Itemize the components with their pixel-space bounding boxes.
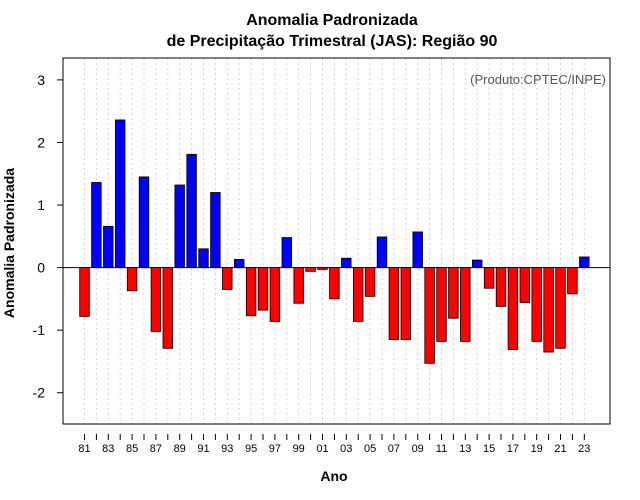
x-axis-label: Ano — [320, 468, 347, 484]
bar-04 — [352, 267, 364, 322]
chart-subtitle: de Precipitação Trimestral (JAS): Região… — [167, 33, 498, 50]
bar-13 — [460, 267, 471, 342]
bar-05 — [364, 267, 376, 297]
bar-95 — [245, 267, 257, 317]
bar-01 — [317, 267, 328, 270]
bar-12 — [448, 267, 459, 319]
y-tick-label: -2 — [33, 385, 46, 401]
y-tick-label: 3 — [37, 72, 45, 88]
x-tick-label: 81 — [78, 443, 90, 455]
bar-18 — [519, 267, 531, 304]
bar-19 — [531, 267, 542, 342]
bar-22 — [567, 267, 578, 295]
bar-88 — [162, 267, 174, 349]
bar-96 — [257, 267, 269, 311]
x-tick-label: 91 — [197, 443, 209, 455]
bar-81 — [79, 267, 90, 317]
bar-09 — [412, 231, 423, 268]
x-tick-label: 89 — [174, 443, 186, 455]
bar-06 — [376, 236, 388, 268]
bar-94 — [233, 259, 245, 268]
bar-07 — [388, 267, 400, 340]
bars — [79, 119, 590, 364]
chart-title: Anomalia Padronizada — [246, 12, 418, 29]
bar-97 — [269, 267, 281, 322]
bar-98 — [281, 237, 293, 268]
y-tick-label: -1 — [33, 322, 46, 338]
bar-23 — [579, 256, 590, 268]
x-tick-label: 15 — [483, 443, 495, 455]
bar-15 — [483, 267, 495, 289]
bar-16 — [495, 267, 507, 307]
x-tick-label: 85 — [126, 443, 138, 455]
bar-21 — [555, 267, 566, 349]
x-tick-label: 01 — [316, 443, 328, 455]
x-tick-label: 17 — [507, 443, 519, 455]
y-axis: -2 -1 0 1 2 3 — [33, 72, 63, 401]
x-tick-label: 09 — [412, 443, 424, 455]
x-tick-label: 95 — [245, 443, 257, 455]
x-tick-label: 23 — [578, 443, 590, 455]
x-tick-label: 13 — [459, 443, 471, 455]
x-axis: 81 83 85 87 89 91 93 95 97 99 01 03 05 07 09 11 13 15 17 19… — [78, 434, 590, 455]
bar-17 — [507, 267, 519, 350]
bar-82 — [91, 182, 102, 268]
y-axis-label: Anomalia Padronizada — [1, 168, 17, 318]
bar-03 — [341, 257, 352, 268]
bar-08 — [400, 267, 412, 340]
x-tick-label: 05 — [364, 443, 376, 455]
bar-86 — [138, 176, 150, 268]
y-tick-label: 0 — [37, 260, 45, 276]
bar-14 — [471, 259, 483, 268]
x-tick-label: 87 — [150, 443, 162, 455]
bar-85 — [126, 267, 138, 292]
x-tick-label: 07 — [388, 443, 400, 455]
bar-84 — [115, 119, 126, 268]
bar-91 — [198, 248, 209, 268]
y-tick-label: 1 — [37, 197, 45, 213]
bar-99 — [293, 267, 304, 304]
x-tick-label: 97 — [269, 443, 281, 455]
plot-frame — [62, 57, 611, 425]
bar-93 — [222, 267, 233, 290]
y-tick-label: 2 — [37, 134, 45, 150]
source-annotation: (Produto:CPTEC/INPE) — [470, 72, 606, 87]
bar-87 — [150, 267, 162, 332]
bar-10 — [424, 267, 435, 364]
bar-20 — [543, 267, 554, 353]
bar-92 — [210, 192, 221, 268]
x-tick-label: 19 — [531, 443, 543, 455]
x-tick-label: 21 — [554, 443, 566, 455]
bar-00 — [305, 267, 316, 272]
x-tick-label: 83 — [102, 443, 114, 455]
x-tick-label: 93 — [221, 443, 233, 455]
x-tick-label: 99 — [293, 443, 305, 455]
bar-90 — [186, 153, 197, 268]
bar-83 — [103, 225, 114, 268]
x-tick-label: 03 — [340, 443, 352, 455]
grid-lines — [84, 58, 585, 424]
bar-89 — [174, 184, 185, 268]
bar-02 — [329, 267, 340, 300]
bar-11 — [436, 267, 447, 342]
x-tick-label: 11 — [436, 443, 447, 455]
